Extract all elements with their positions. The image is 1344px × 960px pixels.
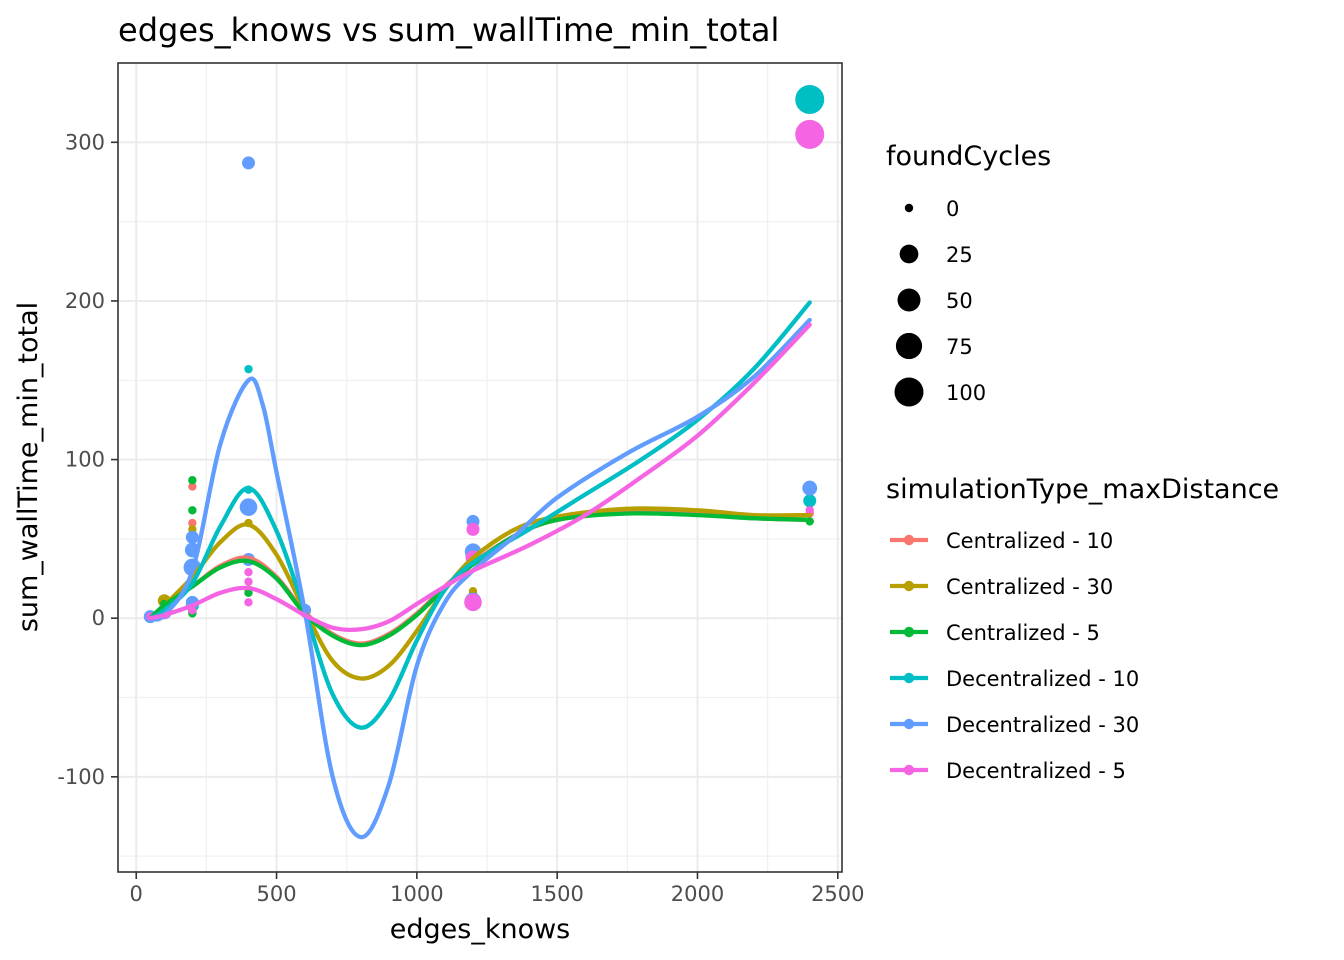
size-legend-key [904, 203, 914, 213]
data-point [244, 577, 253, 586]
color-legend-dot [903, 672, 915, 684]
color-legend-label: Centralized - 10 [946, 529, 1113, 553]
data-point [464, 593, 482, 612]
data-point [188, 506, 197, 515]
size-legend-key [897, 288, 921, 312]
smooth-line [148, 322, 812, 633]
color-legend-dot [903, 626, 915, 638]
color-legend-dot [903, 764, 915, 776]
data-point [244, 364, 253, 374]
grid-lines [118, 63, 842, 872]
plot-panel [118, 63, 842, 872]
size-legend: foundCycles 0 25 50 75 100 [886, 141, 1051, 407]
x-tick-label: 0 [130, 882, 143, 906]
data-point [805, 506, 814, 515]
y-tick-label: -100 [57, 765, 105, 789]
color-legend: simulationType_maxDistance Centralized -… [886, 474, 1279, 783]
data-point [795, 84, 825, 114]
smooth-lines [148, 300, 812, 840]
size-legend-label: 75 [946, 335, 973, 359]
data-point [802, 480, 818, 496]
y-tick-label: 0 [92, 606, 105, 630]
smooth-line [148, 317, 812, 840]
plot-border [117, 62, 843, 873]
x-tick-label: 2000 [671, 882, 724, 906]
x-tick-label: 500 [257, 882, 297, 906]
data-point [188, 475, 197, 485]
data-point [244, 588, 253, 598]
smooth-line [148, 506, 812, 681]
data-point [188, 482, 197, 491]
color-legend-label: Centralized - 5 [946, 621, 1100, 645]
size-legend-key [899, 244, 919, 264]
color-legend-dot [903, 534, 915, 546]
color-legend-dot [903, 580, 915, 592]
size-legend-title: foundCycles [886, 141, 1051, 172]
x-tick-label: 1000 [390, 882, 443, 906]
color-legend-label: Decentralized - 10 [946, 667, 1139, 691]
x-axis-title: edges_knows [390, 914, 570, 945]
data-point [241, 156, 255, 170]
y-axis: -100 0 100 200 300 [57, 130, 118, 789]
data-point [795, 119, 825, 149]
data-layer [143, 84, 825, 840]
color-legend-label: Decentralized - 5 [946, 759, 1126, 783]
data-point [803, 494, 817, 508]
color-legend-label: Decentralized - 30 [946, 713, 1139, 737]
size-legend-key [894, 377, 924, 407]
y-axis-title: sum_wallTime_min_total [13, 302, 44, 632]
size-legend-label: 100 [946, 381, 986, 405]
smooth-line [148, 511, 812, 648]
size-legend-key [895, 332, 923, 360]
x-tick-label: 1500 [530, 882, 583, 906]
chart-title: edges_knows vs sum_wallTime_min_total [118, 11, 779, 49]
x-tick-label: 2500 [811, 882, 864, 906]
smooth-line [148, 300, 812, 730]
y-tick-label: 100 [65, 448, 105, 472]
size-legend-label: 0 [946, 197, 959, 221]
color-legend-title: simulationType_maxDistance [886, 474, 1279, 505]
data-point [185, 530, 199, 544]
y-tick-label: 200 [65, 289, 105, 313]
data-point [466, 522, 480, 536]
x-axis: 0 500 1000 1500 2000 2500 [130, 872, 865, 906]
data-point [244, 567, 253, 577]
data-point [188, 518, 197, 528]
size-legend-label: 25 [946, 243, 973, 267]
color-legend-dot [903, 718, 915, 730]
size-legend-label: 50 [946, 289, 973, 313]
data-point [244, 598, 253, 607]
data-point [239, 498, 258, 516]
color-legend-label: Centralized - 30 [946, 575, 1113, 599]
y-tick-label: 300 [65, 130, 105, 154]
